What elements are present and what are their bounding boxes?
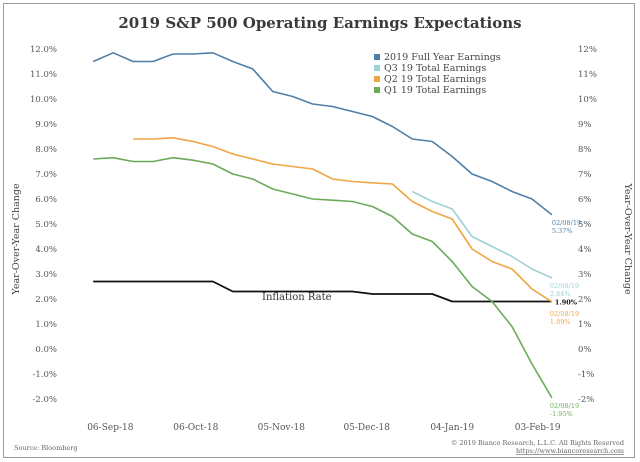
right-y-tick-label: 10% — [578, 95, 597, 105]
endpoint-labels: 02/08/195.37%02/08/192.84%1.90%02/08/191… — [550, 219, 581, 418]
left-y-tick-label: 10.0% — [30, 95, 57, 105]
x-axis-ticks: 06-Sep-18 06-Oct-18 05-Nov-18 05-Dec-18 04-J… — [87, 423, 561, 433]
left-y-tick-label: 5.0% — [35, 220, 57, 230]
series-lines — [92, 51, 553, 399]
right-y-tick-label: 4% — [578, 245, 592, 255]
x-tick-label: 03-Feb-19 — [515, 423, 561, 433]
left-y-axis-ticks: 12.0% 11.0% 10.0% 9.0% 8.0% 7.0% 6.0% 5.0% 4.0% 3… — [30, 45, 57, 405]
left-y-tick-label: 0.0% — [35, 345, 57, 355]
right-y-tick-label: 8% — [578, 145, 592, 155]
endpoint-value-label: 5.37% — [552, 227, 573, 235]
x-tick-label: 05-Dec-18 — [343, 423, 390, 433]
left-y-tick-label: 9.0% — [35, 120, 57, 130]
left-y-tick-label: 6.0% — [35, 195, 57, 205]
right-y-tick-label: 9% — [578, 120, 592, 130]
right-y-tick-label: 1% — [578, 320, 592, 330]
chart: 2019 S&P 500 Operating Earnings Expectat… — [11, 14, 633, 455]
endpoint-date-label: 02/08/19 — [550, 402, 579, 410]
left-y-tick-label: 2.0% — [35, 295, 57, 305]
legend-entry: Q1 19 Total Earnings — [384, 85, 486, 96]
series-line-1 — [411, 190, 553, 279]
chart-title: 2019 S&P 500 Operating Earnings Expectat… — [118, 14, 521, 32]
right-y-axis-label: Year-Over-Year Change — [622, 182, 633, 295]
copyright-note: © 2019 Bianco Research, L.L.C. All Right… — [451, 439, 624, 447]
x-tick-label: 04-Jan-19 — [430, 423, 474, 433]
right-y-tick-label: 6% — [578, 195, 592, 205]
endpoint-value-label: -1.95% — [550, 410, 573, 418]
left-y-axis-label: Year-Over-Year Change — [11, 183, 22, 296]
series-line-2 — [133, 137, 553, 303]
endpoint-date-label: 02/08/19 — [552, 219, 581, 227]
left-y-tick-label: -2.0% — [33, 395, 57, 405]
right-y-tick-label: -1% — [578, 370, 594, 380]
legend-entry: Q3 19 Total Earnings — [384, 63, 486, 74]
left-y-tick-label: -1.0% — [33, 370, 57, 380]
left-y-tick-label: 3.0% — [35, 270, 57, 280]
x-tick-label: 06-Sep-18 — [87, 423, 134, 433]
left-y-tick-label: 4.0% — [35, 245, 57, 255]
right-y-tick-label: 12% — [578, 45, 597, 55]
right-y-tick-label: 7% — [578, 170, 592, 180]
right-y-tick-label: 11% — [578, 70, 597, 80]
source-url-link[interactable]: https://www.biancoresearch.com — [516, 447, 624, 455]
series-line-0 — [92, 51, 553, 216]
right-y-axis-ticks: 12% 11% 10% 9% 8% 7% 6% 5% 4% 3% 2% 1% 0% -1% -2% — [578, 45, 597, 405]
series-line-3 — [93, 156, 553, 399]
source-note: Source: Bloomberg — [14, 444, 78, 452]
endpoint-value-label: 1.89% — [550, 318, 571, 326]
left-y-tick-label: 12.0% — [30, 45, 57, 55]
legend-swatch — [374, 87, 380, 93]
endpoint-value-label: 1.90% — [555, 299, 578, 307]
legend-entry: 2019 Full Year Earnings — [384, 52, 501, 63]
endpoint-date-label: 02/08/19 — [550, 310, 579, 318]
right-y-tick-label: 3% — [578, 270, 592, 280]
left-y-tick-label: 11.0% — [30, 70, 57, 80]
x-tick-label: 06-Oct-18 — [173, 423, 218, 433]
left-y-tick-label: 1.0% — [35, 320, 57, 330]
legend-swatch — [374, 54, 380, 60]
right-y-tick-label: 0% — [578, 345, 592, 355]
legend-swatch — [374, 65, 380, 71]
x-tick-label: 05-Nov-18 — [258, 423, 306, 433]
left-y-tick-label: 8.0% — [35, 145, 57, 155]
series-line-4 — [93, 280, 552, 303]
legend-swatch — [374, 76, 380, 82]
inflation-rate-label: Inflation Rate — [262, 292, 332, 303]
endpoint-date-label: 02/08/19 — [550, 282, 579, 290]
legend-entry: Q2 19 Total Earnings — [384, 74, 486, 85]
chart-frame: 2019 S&P 500 Operating Earnings Expectat… — [3, 3, 635, 458]
endpoint-value-label: 2.84% — [550, 290, 571, 298]
right-y-tick-label: 5% — [578, 220, 592, 230]
right-y-tick-label: -2% — [578, 395, 594, 405]
left-y-tick-label: 7.0% — [35, 170, 57, 180]
right-y-tick-label: 2% — [578, 295, 592, 305]
